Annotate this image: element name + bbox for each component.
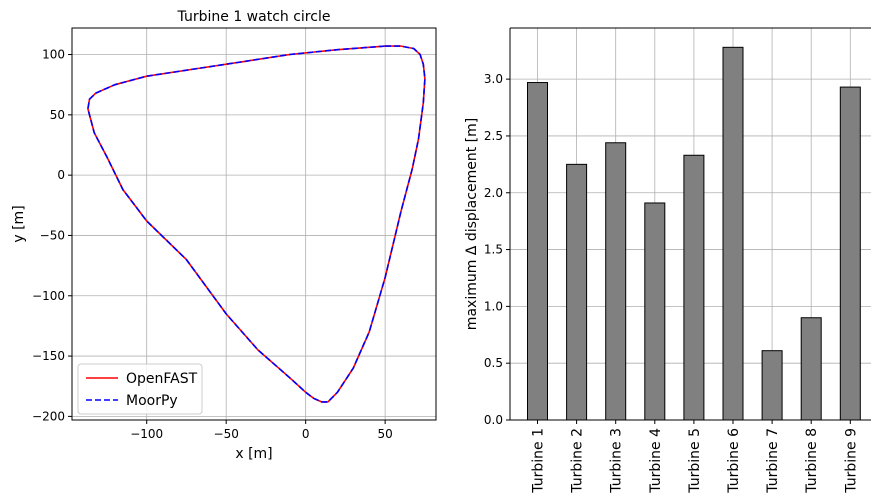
x-tick-label: 0 [302, 427, 310, 441]
bar-turbine-1 [527, 82, 548, 421]
y-tick-label: 0 [57, 168, 65, 182]
watch-circle-xlabel: x [m] [235, 446, 272, 462]
x-tick-label: Turbine 3 [609, 428, 625, 494]
y-tick-label: 1.5 [484, 243, 503, 257]
bar-turbine-8 [800, 317, 822, 421]
y-tick-label: −100 [32, 289, 65, 303]
watch-circle-panel: Turbine 1 watch circle −100 −50 0 50 −200 −15… [11, 9, 437, 462]
legend-openfast-label: OpenFAST [126, 371, 198, 387]
x-tick-label: Turbine 7 [765, 428, 781, 494]
watch-circle-frame [71, 27, 437, 421]
y-tick-label: 0.5 [484, 356, 503, 370]
x-tick-label: Turbine 9 [843, 428, 859, 494]
y-tick-label: −200 [32, 409, 65, 423]
x-tick-label: Turbine 2 [570, 428, 586, 494]
bar-turbine-6 [722, 46, 744, 421]
x-tick-label: 50 [377, 427, 392, 441]
bar-turbine-2 [566, 163, 588, 421]
y-tick-label: 2.5 [484, 129, 503, 143]
y-tick-label: 2.0 [484, 186, 503, 200]
bar-turbine-4 [644, 202, 666, 421]
series-moorpy-line [87, 45, 426, 403]
watch-circle-legend: OpenFAST MoorPy [77, 363, 203, 415]
displacement-panel: 0.0 0.5 1.0 1.5 2.0 2.5 3.0 Turbine 1 Turbine 2 T… [464, 27, 871, 494]
x-tick-label: Turbine 1 [531, 428, 547, 494]
watch-circle-grid [72, 28, 436, 420]
legend-moorpy-label: MoorPy [126, 393, 178, 409]
y-tick-label: 50 [50, 108, 65, 122]
watch-circle-series [87, 45, 426, 403]
x-tick-label: Turbine 6 [726, 428, 742, 494]
displacement-ticks: 0.0 0.5 1.0 1.5 2.0 2.5 3.0 Turbine 1 Turbine 2 T… [484, 72, 859, 494]
y-tick-label: 3.0 [484, 72, 503, 86]
bar-turbine-9 [839, 86, 861, 421]
bar-turbine-7 [761, 350, 783, 421]
x-tick-label: Turbine 8 [804, 428, 820, 494]
displacement-bars [527, 46, 861, 421]
y-tick-label: −150 [32, 349, 65, 363]
bar-turbine-5 [683, 154, 705, 421]
bar-turbine-3 [605, 142, 627, 421]
displacement-ylabel: maximum Δ displacement [m] [464, 118, 480, 330]
watch-circle-title: Turbine 1 watch circle [177, 9, 331, 25]
x-tick-label: −50 [214, 427, 239, 441]
y-tick-label: 1.0 [484, 299, 503, 313]
y-tick-label: −50 [40, 228, 65, 242]
y-tick-label: 0.0 [484, 413, 503, 427]
watch-circle-ticks: −100 −50 0 50 −200 −150 −100 −50 0 50 100 [32, 48, 393, 441]
y-tick-label: 100 [42, 48, 65, 62]
legend-box [77, 363, 203, 415]
watch-circle-ylabel: y [m] [11, 205, 27, 242]
x-tick-label: −100 [130, 427, 163, 441]
x-tick-label: Turbine 4 [648, 428, 664, 494]
x-tick-label: Turbine 5 [687, 428, 703, 494]
